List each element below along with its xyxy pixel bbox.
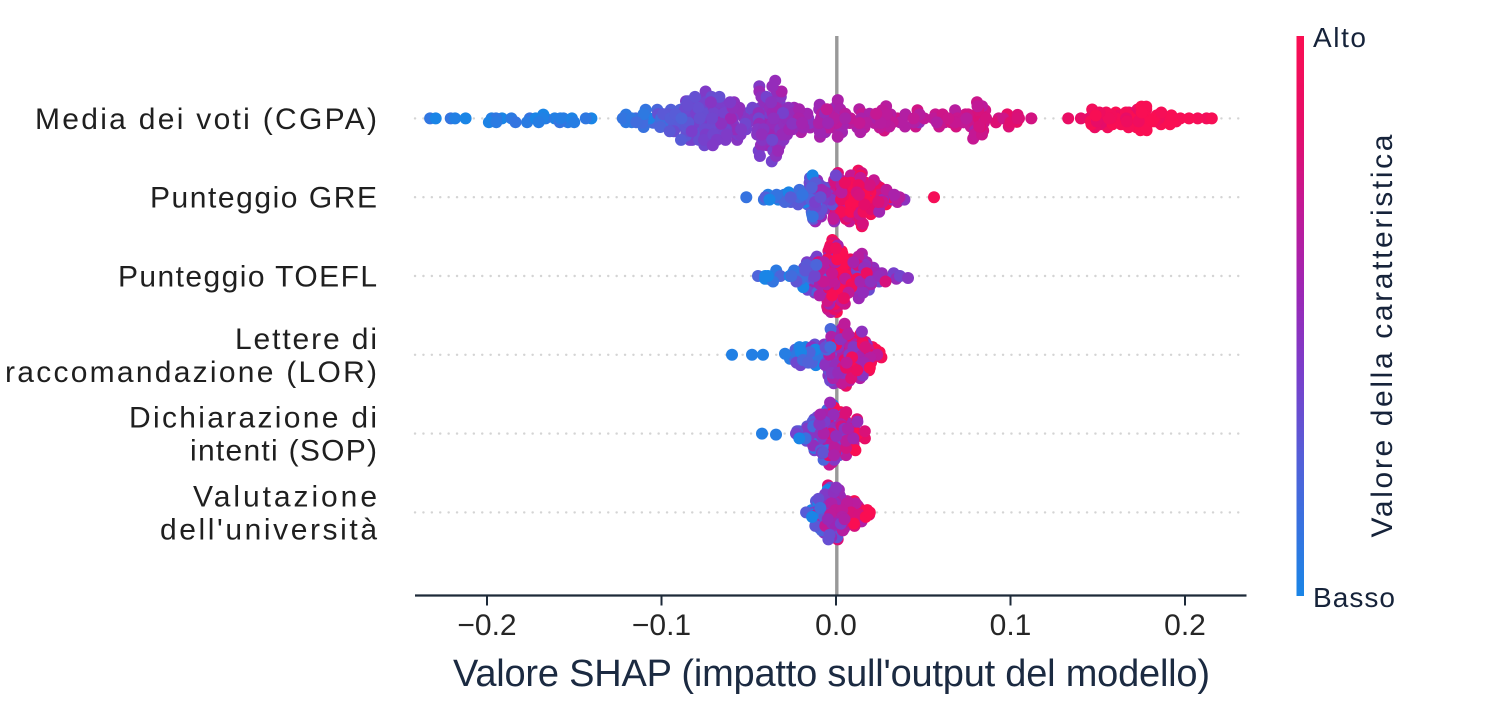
svg-text:0.2: 0.2 — [1164, 609, 1206, 642]
svg-text:Valore SHAP (impatto sull'outp: Valore SHAP (impatto sull'output del mod… — [453, 653, 1210, 695]
svg-text:0.0: 0.0 — [815, 609, 857, 642]
svg-text:Dichiarazione di: Dichiarazione di — [129, 402, 377, 435]
svg-text:Valutazione: Valutazione — [193, 480, 377, 513]
svg-text:0.1: 0.1 — [990, 609, 1032, 642]
svg-text:−0.1: −0.1 — [632, 609, 691, 642]
svg-text:Punteggio GRE: Punteggio GRE — [150, 182, 377, 215]
svg-text:Lettere di: Lettere di — [235, 323, 377, 356]
svg-text:Valore della caratteristica: Valore della caratteristica — [1366, 134, 1399, 537]
svg-text:−0.2: −0.2 — [457, 609, 516, 642]
svg-text:Punteggio TOEFL: Punteggio TOEFL — [118, 261, 377, 294]
svg-text:dell'università: dell'università — [160, 513, 377, 546]
svg-text:Media dei voti (CGPA): Media dei voti (CGPA) — [35, 103, 377, 136]
svg-text:intenti (SOP): intenti (SOP) — [190, 435, 377, 468]
svg-text:Basso: Basso — [1313, 582, 1395, 613]
